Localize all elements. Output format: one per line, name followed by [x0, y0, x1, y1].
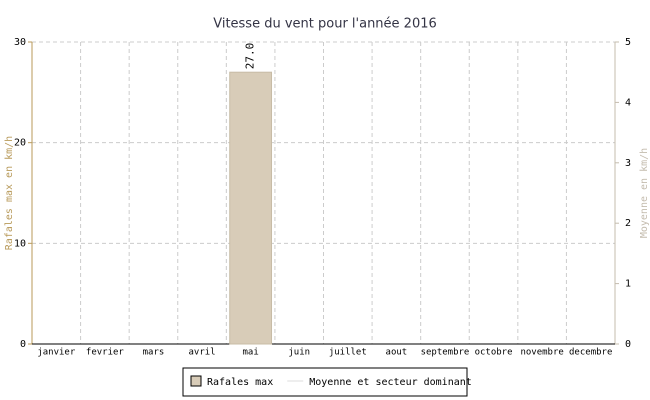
x-tick-label: mars [143, 348, 165, 358]
y-tick-label: 30 [14, 37, 26, 48]
y2-tick-label: 5 [625, 37, 631, 48]
y-tick-label: 20 [14, 138, 26, 149]
legend-label: Moyenne et secteur dominant [309, 377, 472, 388]
value-label: 27.0 [244, 43, 257, 70]
x-tick-label: octobre [475, 348, 513, 358]
y-tick-label: 10 [14, 238, 26, 249]
y2-tick-label: 3 [625, 158, 631, 169]
legend-swatch [190, 375, 202, 387]
y2-tick-label: 4 [625, 97, 631, 108]
y2-tick-label: 0 [625, 339, 631, 350]
y2-axis-label: Moyenne en km/h [639, 148, 650, 238]
x-tick-label: septembre [421, 348, 470, 358]
bar [229, 71, 273, 345]
chart-title: Vitesse du vent pour l'année 2016 [213, 17, 437, 32]
legend-box [182, 367, 468, 397]
x-tick-label: juin [288, 348, 310, 358]
legend-label: Rafales max [207, 377, 273, 388]
x-tick-label: avril [188, 348, 215, 358]
x-tick-label: aout [386, 348, 408, 358]
y-axis-label: Rafales max en km/h [4, 136, 15, 250]
x-tick-label: novembre [520, 348, 563, 358]
x-tick-label: janvier [37, 348, 76, 358]
y-tick-label: 0 [20, 339, 26, 350]
x-tick-label: fevrier [86, 348, 125, 358]
x-tick-label: decembre [569, 348, 612, 358]
x-tick-label: juillet [329, 348, 367, 358]
y2-tick-label: 2 [625, 218, 631, 229]
x-tick-label: mai [242, 348, 258, 358]
y2-tick-label: 1 [625, 279, 631, 290]
